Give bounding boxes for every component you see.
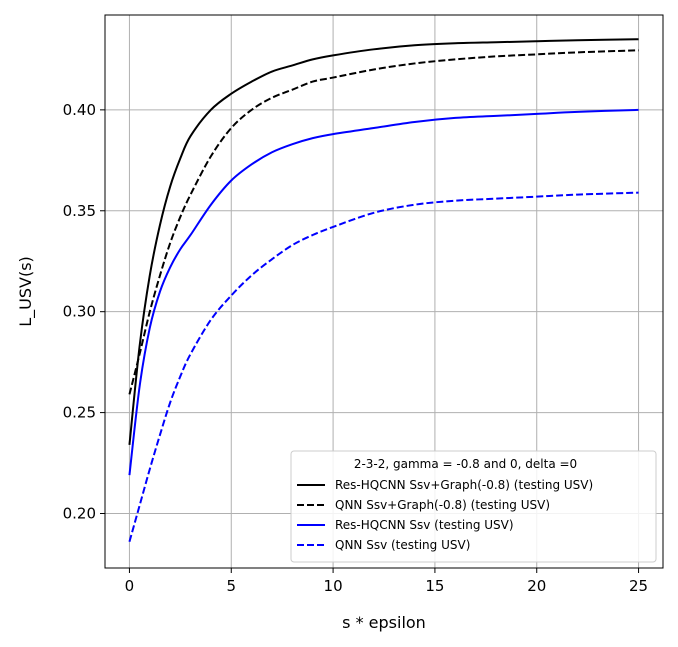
legend-box — [290, 450, 657, 563]
legend-title: 2-3-2, gamma = -0.8 and 0, delta =0 — [354, 457, 577, 471]
x-tick-label: 25 — [629, 577, 648, 595]
series-lines — [128, 38, 639, 543]
series-line-2 — [128, 49, 639, 395]
y-axis-title: L_USV(s) — [16, 256, 36, 327]
series-line-3 — [128, 108, 639, 476]
y-tick-label: 0.20 — [63, 505, 96, 523]
y-tick-label: 0.40 — [63, 101, 96, 119]
x-tick-label: 5 — [226, 577, 236, 595]
x-tick-label: 15 — [425, 577, 444, 595]
legend-entry-label: QNN Ssv (testing USV) — [335, 538, 470, 552]
legend-entry-label: Res-HQCNN Ssv+Graph(-0.8) (testing USV) — [335, 478, 593, 492]
x-tick-label: 0 — [125, 577, 135, 595]
y-tick-label: 0.30 — [63, 303, 96, 321]
y-tick-label: 0.35 — [63, 202, 96, 220]
x-tick-label: 20 — [527, 577, 546, 595]
legend-entry-label: Res-HQCNN Ssv (testing USV) — [335, 518, 514, 532]
series-line-4 — [128, 191, 639, 543]
series-line-1 — [128, 38, 639, 445]
plot-frame — [104, 14, 664, 569]
x-tick-label: 10 — [324, 577, 343, 595]
legend-entry-label: QNN Ssv+Graph(-0.8) (testing USV) — [335, 498, 550, 512]
y-tick-label: 0.25 — [63, 404, 96, 422]
axis-ticks: 0 5 10 15 20 25 0.20 0.25 0.30 0.35 0.40 — [63, 101, 649, 595]
x-axis-title: s * epsilon — [342, 613, 426, 632]
legend: 2-3-2, gamma = -0.8 and 0, delta =0 Res-… — [290, 450, 657, 563]
